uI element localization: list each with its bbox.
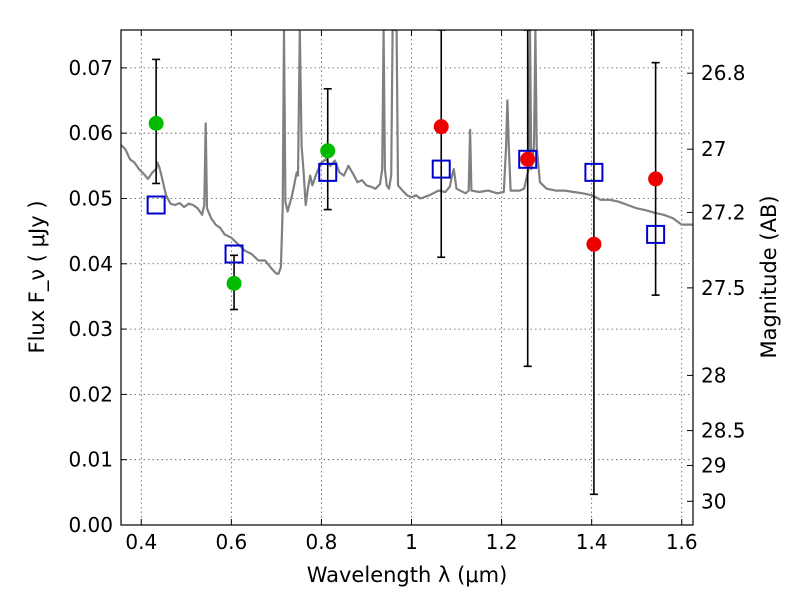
plot-area (121, 30, 693, 496)
x-tick-label: 0.4 (125, 530, 157, 554)
x-tick-label: 1.6 (666, 530, 698, 554)
x-tick-label: 0.6 (215, 530, 247, 554)
x-tick-label: 1.4 (576, 530, 608, 554)
data-point-green (148, 115, 164, 131)
y-tick-label: 0.03 (68, 317, 113, 341)
data-point-red (648, 171, 664, 187)
y-tick-label: 0.01 (68, 448, 113, 472)
data-point-red (433, 119, 449, 135)
data-point-green (320, 143, 336, 159)
y-tick-label: 0.05 (68, 186, 113, 210)
right-tick-label: 27.2 (701, 200, 746, 224)
y-axis-title: Flux F_ν ( μJy ) (25, 200, 50, 353)
right-tick-label: 28 (701, 363, 726, 387)
y-tick-label: 0.06 (68, 121, 113, 145)
right-tick-label: 27 (701, 137, 726, 161)
axis-ticks: 0.4 0.6 0.8 1 1.2 1.4 1.6 0.00 0.01 0.02 0.03 0.04 0… (68, 30, 746, 554)
y-tick-label: 0.02 (68, 382, 113, 406)
right-tick-label: 27.5 (701, 276, 746, 300)
right-tick-label: 26.8 (701, 61, 746, 85)
plot-frame (120, 29, 694, 526)
model-point (146, 195, 166, 215)
x-tick-label: 0.8 (306, 530, 338, 554)
model-point (224, 244, 244, 264)
y-tick-label: 0.04 (68, 252, 113, 276)
data-point-red (520, 151, 536, 167)
model-point (318, 162, 338, 182)
x-tick-label: 1 (405, 530, 418, 554)
model-point (584, 162, 604, 182)
model-point (646, 224, 666, 244)
model-point (518, 149, 538, 169)
right-tick-label: 29 (701, 453, 726, 477)
y-tick-label: 0.07 (68, 56, 113, 80)
data-point-red (586, 236, 602, 252)
data-point-green (226, 275, 242, 291)
right-tick-label: 30 (701, 489, 726, 513)
x-tick-label: 1.2 (486, 530, 518, 554)
right-tick-label: 28.5 (701, 419, 746, 443)
model-point (431, 159, 451, 179)
grid-lines (121, 30, 693, 526)
y-tick-label: 0.00 (68, 513, 113, 537)
right-axis-title: Magnitude (AB) (757, 195, 781, 358)
spectrum-line (121, 30, 693, 275)
x-axis-title: Wavelength λ (μm) (307, 563, 508, 587)
